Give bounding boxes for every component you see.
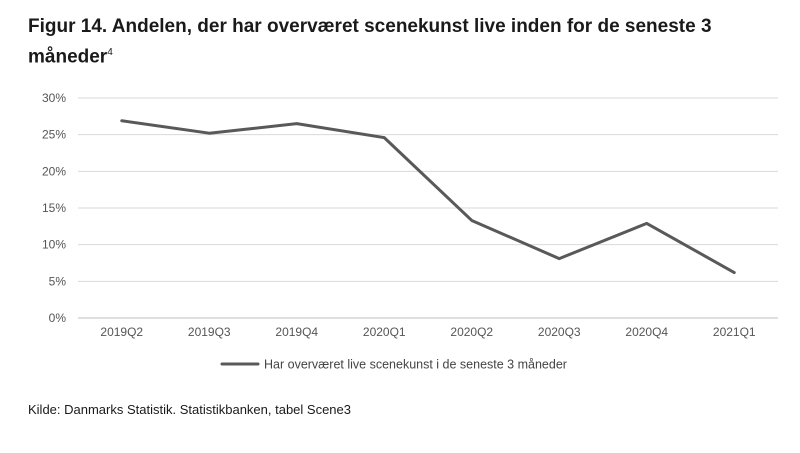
- x-tick-label: 2019Q4: [275, 325, 318, 339]
- x-axis-ticks: 2019Q2 2019Q3 2019Q4 2020Q1 2020Q2 2020Q3 2020…: [100, 325, 756, 339]
- chart-title: Figur 14. Andelen, der har overværet sce…: [28, 16, 712, 68]
- gridlines: [78, 97, 778, 319]
- legend-label: Har overværet live scenekunst i de senes…: [264, 358, 567, 372]
- y-tick-label: 15%: [42, 201, 66, 215]
- y-tick-label: 5%: [49, 274, 67, 288]
- x-tick-label: 2019Q3: [188, 325, 231, 339]
- x-tick-label: 2020Q3: [538, 325, 581, 339]
- x-tick-label: 2020Q1: [363, 325, 406, 339]
- y-tick-label: 20%: [42, 164, 66, 178]
- y-tick-label: 0%: [49, 311, 67, 325]
- source-note: Kilde: Danmarks Statistik. Statistikbank…: [28, 402, 351, 417]
- x-tick-label: 2019Q2: [100, 325, 143, 339]
- x-tick-label: 2020Q2: [450, 325, 493, 339]
- x-tick-label: 2020Q4: [625, 325, 668, 339]
- y-tick-label: 25%: [42, 128, 66, 142]
- series-group: [120, 119, 736, 275]
- y-tick-label: 30%: [42, 91, 66, 105]
- legend: Har overværet live scenekunst i de senes…: [220, 358, 567, 372]
- y-axis-ticks: 0% 5% 10% 15% 20% 25% 30%: [42, 91, 66, 325]
- x-tick-label: 2021Q1: [713, 325, 756, 339]
- series-line: [120, 119, 736, 275]
- footnote-marker: 4: [107, 47, 113, 58]
- y-tick-label: 10%: [42, 238, 66, 252]
